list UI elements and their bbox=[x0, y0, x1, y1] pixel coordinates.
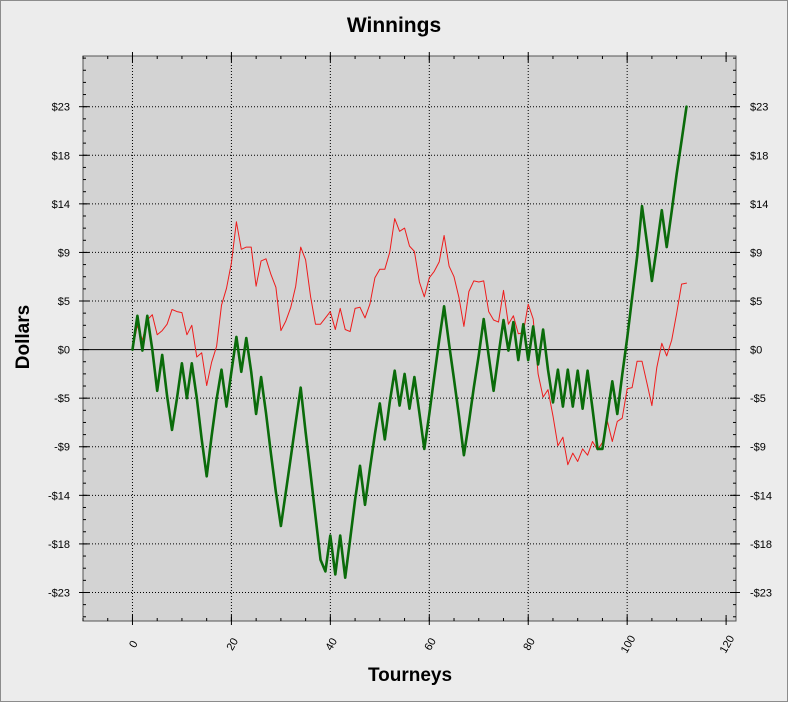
x-tick-label: 40 bbox=[323, 636, 340, 653]
y-tick-label-left: -$9 bbox=[54, 442, 70, 454]
y-tick-label-left: -$18 bbox=[48, 539, 70, 551]
x-axis-title: Tourneys bbox=[367, 665, 453, 686]
y-tick-label-left: $9 bbox=[58, 247, 70, 259]
series-line-2 bbox=[131, 105, 688, 580]
x-tick-label: 20 bbox=[225, 636, 242, 653]
y-tick-label-right: $18 bbox=[750, 150, 768, 162]
y-tick-label-right: -$18 bbox=[750, 539, 772, 551]
chart-title: Winnings bbox=[346, 14, 442, 37]
y-tick-label-left: $14 bbox=[52, 199, 70, 211]
series-line-1 bbox=[132, 218, 687, 466]
x-tick-label: 100 bbox=[619, 634, 639, 656]
y-tick-label-right: $23 bbox=[750, 102, 768, 114]
y-tick-label-right: -$5 bbox=[750, 393, 766, 405]
y-tick-label-left: -$5 bbox=[54, 393, 70, 405]
y-tick-label-right: -$14 bbox=[750, 490, 772, 502]
y-tick-label-right: $14 bbox=[750, 199, 768, 211]
plot-area bbox=[82, 55, 737, 622]
y-tick-label-right: -$23 bbox=[750, 587, 772, 599]
y-tick-label-left: $23 bbox=[52, 102, 70, 114]
y-tick-label-right: $5 bbox=[750, 296, 762, 308]
y-tick-label-left: $5 bbox=[58, 296, 70, 308]
y-tick-label-left: -$23 bbox=[48, 587, 70, 599]
x-tick-label: 0 bbox=[127, 639, 140, 650]
y-tick-label-right: -$9 bbox=[750, 442, 766, 454]
x-tick-label: 60 bbox=[422, 636, 439, 653]
y-tick-label-right: $9 bbox=[750, 247, 762, 259]
y-tick-label-left: $0 bbox=[58, 345, 70, 357]
y-tick-label-left: $18 bbox=[52, 150, 70, 162]
y-tick-label-left: -$14 bbox=[48, 490, 70, 502]
y-tick-label-right: $0 bbox=[750, 345, 762, 357]
x-tick-label: 80 bbox=[521, 636, 538, 653]
x-tick-label: 120 bbox=[718, 634, 738, 656]
